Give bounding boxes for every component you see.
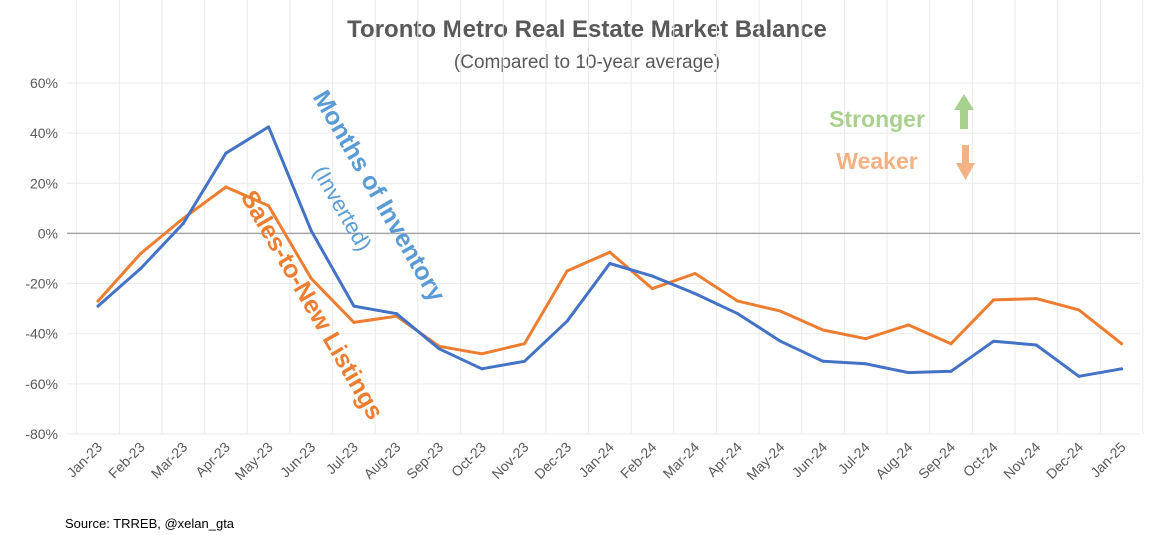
x-tick-label: Jan-23	[64, 439, 106, 481]
x-tick-label: Dec-23	[531, 439, 574, 482]
data-point	[139, 267, 143, 271]
data-point	[608, 250, 612, 254]
data-point	[96, 299, 100, 303]
data-point	[949, 369, 953, 373]
y-axis-ticks: 60% 40% 20% 0% -20% -40% -60% -80%	[25, 75, 58, 442]
data-point	[906, 323, 910, 327]
data-point	[1120, 342, 1124, 346]
data-point	[1034, 297, 1038, 301]
data-point	[523, 342, 526, 346]
data-point	[864, 362, 868, 366]
data-point	[821, 359, 825, 363]
x-tick-label: Sep-23	[403, 439, 446, 482]
down-arrow-icon	[956, 145, 975, 180]
data-point	[608, 262, 612, 266]
data-point	[693, 272, 697, 276]
data-point	[395, 312, 399, 316]
x-tick-label: Nov-24	[1000, 439, 1043, 482]
x-tick-label: Jun-24	[789, 439, 831, 481]
y-tick-label: -60%	[25, 376, 58, 392]
data-point	[693, 292, 697, 296]
x-tick-label: Sep-24	[915, 439, 958, 482]
x-tick-label: Mar-24	[660, 439, 703, 482]
data-point	[139, 251, 143, 255]
data-point	[992, 298, 996, 302]
data-point	[1120, 367, 1124, 371]
data-point	[224, 185, 228, 189]
series-lines	[96, 125, 1124, 378]
y-tick-label: 0%	[38, 225, 58, 241]
data-point	[437, 347, 441, 351]
y-tick-label: 60%	[30, 75, 58, 91]
x-tick-label: Jan-24	[575, 439, 617, 481]
data-point	[352, 304, 356, 308]
data-point	[992, 339, 996, 343]
data-point	[352, 320, 356, 324]
chart-title: Toronto Metro Real Estate Market Balance	[347, 16, 827, 43]
data-point	[906, 371, 910, 375]
x-tick-label: Apr-24	[704, 439, 745, 480]
horizontal-gridlines	[67, 82, 1140, 435]
data-point	[480, 367, 484, 371]
stronger-label: Stronger	[829, 106, 925, 132]
data-point	[1077, 374, 1081, 378]
vertical-gridlines	[76, 0, 1144, 434]
data-point	[181, 221, 185, 225]
data-point	[181, 216, 185, 220]
x-tick-label: Aug-24	[872, 439, 915, 482]
data-point	[267, 204, 271, 208]
x-tick-label: Jun-23	[277, 439, 319, 481]
data-point	[1077, 308, 1081, 312]
data-point	[736, 299, 740, 303]
x-tick-label: Dec-24	[1043, 439, 1086, 482]
data-point	[821, 328, 825, 332]
data-point	[650, 287, 654, 291]
data-point	[949, 342, 953, 346]
data-point	[778, 339, 782, 343]
x-tick-label: Jul-23	[323, 439, 361, 477]
up-arrow-icon	[954, 94, 974, 129]
data-point	[565, 319, 569, 323]
x-tick-label: Nov-23	[488, 439, 531, 482]
x-tick-label: May-24	[743, 439, 787, 483]
data-point	[523, 359, 526, 363]
data-point	[736, 312, 740, 316]
source-note: Source: TRREB, @xelan_gta	[65, 516, 235, 531]
x-tick-label: Feb-24	[617, 439, 660, 482]
data-point	[309, 277, 313, 281]
x-tick-label: Oct-23	[448, 439, 489, 480]
data-point	[480, 352, 484, 356]
data-point	[778, 309, 782, 313]
data-point	[650, 274, 654, 278]
data-point	[267, 125, 271, 129]
y-tick-label: 40%	[30, 125, 58, 141]
y-tick-label: -80%	[25, 426, 58, 442]
y-tick-label: 20%	[30, 175, 58, 191]
data-point	[96, 304, 100, 308]
data-point	[224, 151, 228, 155]
chart-subtitle: (Compared to 10-year average)	[454, 52, 720, 73]
x-tick-label: Feb-23	[105, 439, 148, 482]
series-label-sales-to-new-listings: Sales-to-New Listings	[235, 186, 389, 425]
x-tick-label: Apr-23	[192, 439, 233, 480]
y-tick-label: -40%	[25, 326, 58, 342]
x-tick-label: Oct-24	[960, 439, 1001, 480]
data-point	[864, 337, 868, 341]
x-tick-label: May-23	[231, 439, 275, 483]
data-point	[1034, 343, 1038, 347]
y-tick-label: -20%	[25, 276, 58, 292]
x-tick-label: Mar-23	[148, 439, 191, 482]
x-tick-label: Jul-24	[835, 439, 873, 477]
x-tick-label: Jan-25	[1087, 439, 1129, 481]
x-tick-label: Aug-23	[360, 439, 403, 482]
data-point	[565, 269, 569, 273]
data-point	[309, 229, 313, 233]
weaker-label: Weaker	[836, 148, 917, 174]
